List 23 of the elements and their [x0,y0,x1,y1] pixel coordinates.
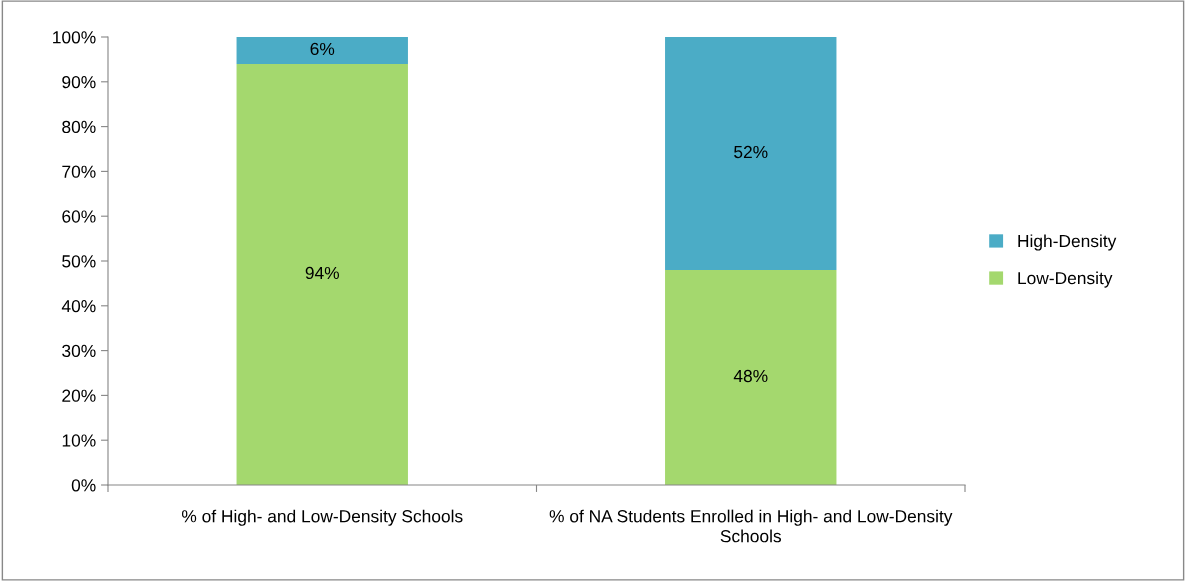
y-tick-label: 40% [61,299,96,313]
y-tick-label: 20% [62,389,96,402]
bar [236,37,408,64]
y-tick-label: 100% [53,31,96,44]
y-tick-label: 0% [71,479,96,492]
x-tick-label: % of High- and Low-Density Schools [181,509,463,526]
y-tick-label: 90% [62,75,96,89]
bar [236,63,408,485]
data-label: 6% [310,42,335,56]
y-tick-label: 70% [62,165,96,178]
y-tick-label: 80% [62,120,96,134]
y-tick-label: 50% [62,255,96,268]
y-tick-label: 60% [62,210,96,223]
legend-label: High-Density [1018,234,1117,251]
y-tick-label: 30% [62,344,96,358]
data-label: 48% [733,369,768,383]
bar [665,37,837,270]
legend-label: Low-Density [1018,271,1113,288]
x-tick-label: % of NA Students Enrolled in High- and Low-Density Schools [549,509,953,543]
bar [665,269,837,485]
data-label: 52% [734,145,768,159]
data-label: 94% [305,266,340,280]
y-tick-label: 10% [62,434,96,447]
